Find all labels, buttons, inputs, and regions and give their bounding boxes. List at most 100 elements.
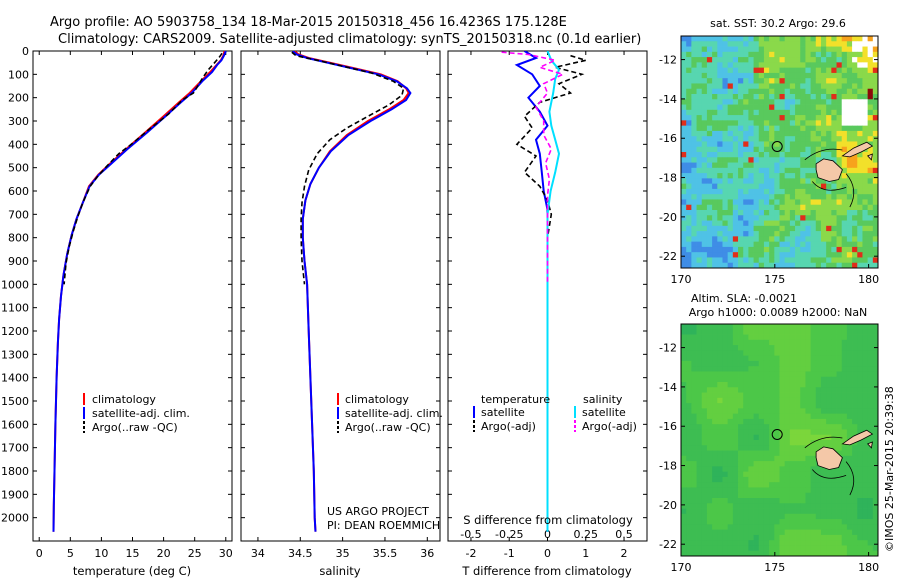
y-tick-label: 1100 bbox=[1, 302, 29, 315]
heatmap-cell bbox=[795, 125, 801, 132]
heatmap-cell bbox=[727, 434, 734, 441]
heatmap-cell bbox=[732, 130, 739, 137]
heatmap-cell bbox=[732, 366, 739, 372]
heatmap-cell bbox=[867, 130, 874, 137]
y-tick-label: 1500 bbox=[1, 395, 29, 408]
heatmap-cell bbox=[732, 408, 739, 415]
heatmap-cell bbox=[836, 387, 843, 393]
heatmap-cell bbox=[712, 72, 718, 79]
heatmap-cell bbox=[789, 350, 796, 357]
heatmap-cell bbox=[784, 450, 791, 457]
heatmap-cell bbox=[852, 329, 858, 335]
heatmap-cell bbox=[857, 498, 863, 504]
heatmap-cell bbox=[846, 120, 853, 127]
heatmap-cell bbox=[872, 183, 878, 190]
heatmap-cell bbox=[826, 355, 832, 362]
heatmap-cell bbox=[862, 492, 869, 499]
heatmap-cell bbox=[820, 534, 827, 541]
heatmap-cell bbox=[795, 413, 801, 420]
heatmap-cell bbox=[841, 210, 848, 216]
heatmap-cell bbox=[753, 355, 760, 362]
heatmap-cell bbox=[758, 99, 765, 105]
heatmap-cell bbox=[815, 83, 822, 90]
heatmap-cell bbox=[691, 146, 697, 153]
heatmap-cell bbox=[841, 204, 848, 211]
heatmap-cell bbox=[846, 445, 853, 451]
heatmap-cell bbox=[706, 524, 713, 531]
heatmap-cell bbox=[826, 120, 832, 127]
heatmap-cell bbox=[852, 57, 858, 63]
heatmap-cell bbox=[815, 413, 822, 420]
heatmap-cell bbox=[852, 162, 858, 169]
heatmap-cell bbox=[717, 173, 723, 179]
heatmap-cell bbox=[789, 183, 796, 190]
heatmap-cell bbox=[795, 109, 801, 116]
heatmap-cell bbox=[789, 403, 796, 409]
heatmap-cell bbox=[857, 120, 863, 127]
heatmap-cell bbox=[815, 334, 822, 341]
heatmap-cell bbox=[852, 550, 858, 556]
heatmap-cell bbox=[872, 215, 878, 221]
heatmap-cell bbox=[857, 450, 863, 457]
heatmap-cell bbox=[753, 408, 760, 415]
heatmap-cell bbox=[820, 88, 827, 95]
heatmap-cell bbox=[732, 450, 739, 457]
heatmap-cell bbox=[686, 482, 692, 488]
heatmap-cell bbox=[748, 136, 754, 142]
heatmap-cell bbox=[805, 72, 811, 79]
heatmap-cell bbox=[706, 78, 713, 84]
heatmap-cell bbox=[763, 550, 770, 556]
heatmap-cell bbox=[800, 215, 806, 221]
heatmap-cell bbox=[732, 115, 739, 121]
heatmap-cell bbox=[753, 41, 760, 47]
heatmap-cell bbox=[753, 534, 760, 541]
heatmap-cell bbox=[712, 498, 718, 504]
heatmap-cell bbox=[712, 492, 718, 499]
heatmap-cell bbox=[774, 334, 780, 341]
heatmap-cell bbox=[696, 88, 703, 95]
heatmap-cell bbox=[706, 461, 713, 467]
heatmap-cell bbox=[732, 141, 739, 148]
heatmap-cell bbox=[748, 466, 754, 473]
island-shape bbox=[815, 158, 843, 182]
heatmap-cell bbox=[826, 413, 832, 420]
heatmap-cell bbox=[820, 434, 827, 441]
heatmap-cell bbox=[681, 424, 687, 430]
heatmap-cell bbox=[738, 136, 744, 142]
heatmap-cell bbox=[805, 513, 811, 520]
heatmap-cell bbox=[748, 104, 754, 111]
heatmap-cell bbox=[706, 88, 713, 95]
heatmap-cell bbox=[763, 418, 770, 425]
heatmap-cell bbox=[857, 246, 863, 253]
heatmap-cell bbox=[769, 141, 775, 148]
heatmap-cell bbox=[862, 482, 869, 488]
heatmap-cell bbox=[732, 545, 739, 552]
heatmap-cell bbox=[769, 46, 775, 53]
heatmap-cell bbox=[691, 529, 697, 536]
heatmap-cell bbox=[831, 199, 837, 206]
heatmap-cell bbox=[831, 257, 837, 264]
heatmap-cell bbox=[820, 188, 827, 195]
heatmap-cell bbox=[872, 524, 878, 531]
heatmap-cell bbox=[800, 57, 806, 63]
heatmap-cell bbox=[784, 194, 791, 200]
heatmap-cell bbox=[872, 498, 878, 504]
heatmap-cell bbox=[857, 125, 863, 132]
heatmap-cell bbox=[826, 498, 832, 504]
heatmap-cell bbox=[846, 236, 853, 243]
heatmap-cell bbox=[795, 36, 801, 42]
heatmap-cell bbox=[696, 109, 703, 116]
difference-panel: -2 -1 0 1 2 -0.5 -0.25 0 0.25 0.5 T difference f… bbox=[447, 50, 648, 578]
heatmap-cell bbox=[712, 188, 718, 195]
heatmap-cell bbox=[779, 146, 786, 153]
heatmap-cell bbox=[846, 104, 853, 111]
heatmap-cell bbox=[691, 167, 697, 174]
heatmap-cell bbox=[846, 231, 853, 237]
heatmap-cell bbox=[831, 236, 837, 243]
heatmap-cell bbox=[820, 210, 827, 216]
heatmap-cell bbox=[800, 46, 806, 53]
heatmap-cell bbox=[795, 252, 801, 258]
heatmap-cell bbox=[769, 236, 775, 243]
heatmap-cell bbox=[753, 345, 760, 351]
heatmap-cell bbox=[696, 236, 703, 243]
